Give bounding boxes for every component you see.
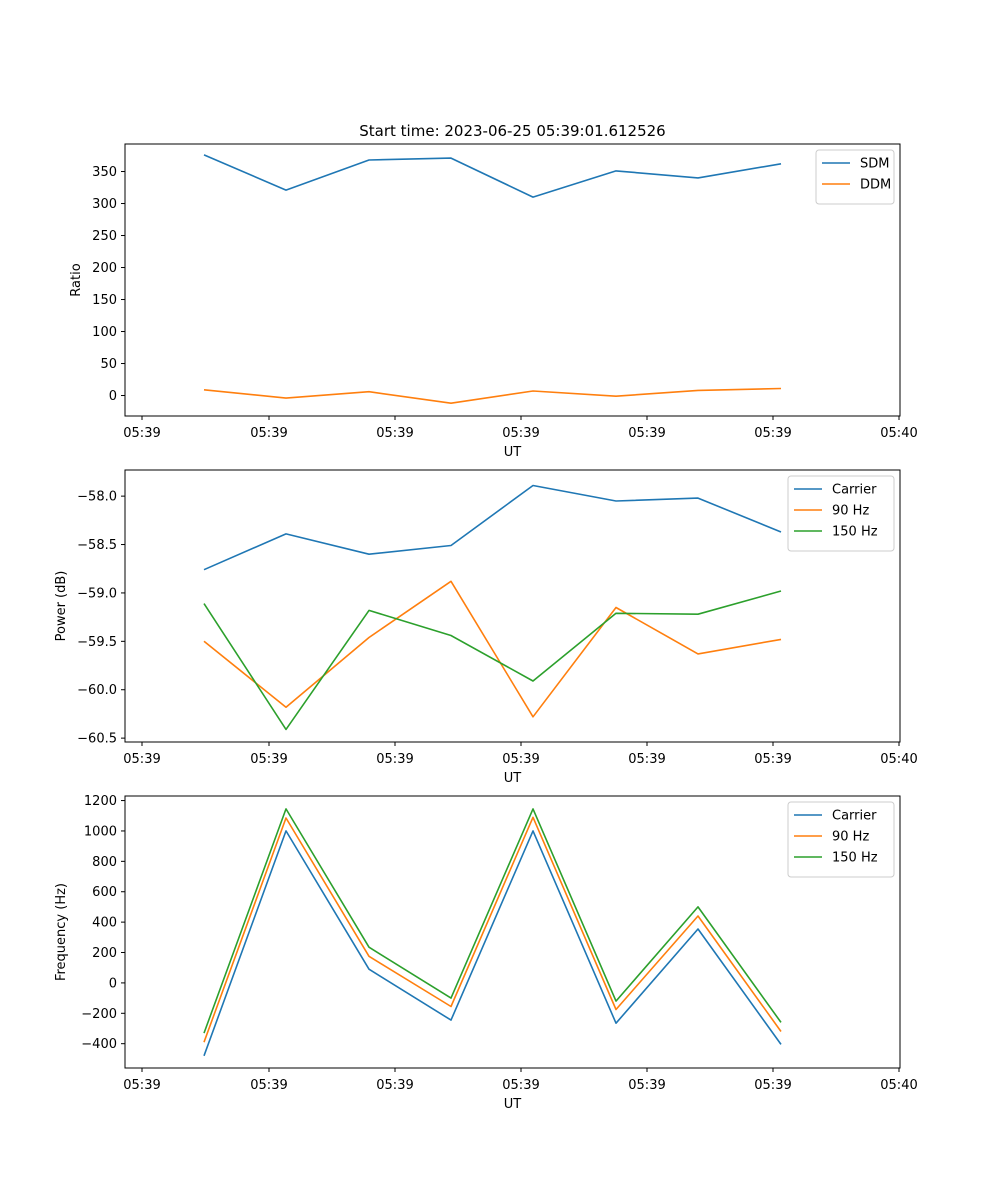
- legend: Carrier 90 Hz 150 Hz: [787, 475, 895, 552]
- y-tick-label: 1200: [84, 794, 117, 809]
- x-tick-label: 05:39: [376, 752, 413, 767]
- x-tick-label: 05:39: [250, 1078, 287, 1093]
- series-line-carrier: [203, 830, 782, 1057]
- y-tick-label: 600: [92, 885, 117, 900]
- y-tick-label: 100: [92, 325, 117, 340]
- y-tick-label: −60.5: [77, 732, 117, 747]
- y-tick-label: 50: [100, 357, 117, 372]
- legend: SDM DDM: [815, 149, 895, 205]
- series-line-ddm: [203, 387, 782, 405]
- x-tick-label: 05:39: [376, 426, 413, 441]
- y-tick-label: 150: [92, 293, 117, 308]
- legend: Carrier 90 Hz 150 Hz: [787, 801, 895, 878]
- x-tick-label: 05:39: [754, 1078, 791, 1093]
- y-tick-label: 200: [92, 946, 117, 961]
- axes-frame: [124, 795, 901, 1069]
- x-tick-label: 05:40: [880, 1078, 917, 1093]
- x-axis-label: UT: [504, 771, 522, 786]
- x-tick-label: 05:39: [754, 426, 791, 441]
- legend-box: [787, 475, 895, 552]
- y-tick-label: −59.5: [77, 635, 117, 650]
- series-line-sdm: [203, 154, 782, 198]
- x-tick-label: 05:39: [502, 752, 539, 767]
- x-axis-label: UT: [504, 445, 522, 460]
- x-tick-label: 05:39: [628, 752, 665, 767]
- y-tick-label: −200: [81, 1007, 117, 1022]
- legend-label: Carrier: [832, 809, 877, 824]
- series-line-90-hz: [203, 580, 782, 718]
- y-tick-label: 200: [92, 261, 117, 276]
- y-tick-label: −400: [81, 1037, 117, 1052]
- y-tick-label: −58.5: [77, 538, 117, 553]
- legend-label: 90 Hz: [832, 504, 869, 519]
- x-axis-label: UT: [504, 1097, 522, 1112]
- series-line-90-hz: [203, 816, 782, 1043]
- legend-label: 150 Hz: [832, 525, 878, 540]
- x-tick-label: 05:40: [880, 752, 917, 767]
- legend-box: [787, 801, 895, 878]
- figure-title: Start time: 2023-06-25 05:39:01.612526: [359, 122, 665, 140]
- chart-panel-3: −400 −200 0 200 400 600 800 1000 1200 05:39 05:39 0…: [54, 794, 918, 1112]
- legend-label: DDM: [860, 178, 891, 193]
- x-tick-label: 05:39: [250, 426, 287, 441]
- y-tick-label: 350: [92, 165, 117, 180]
- legend-label: Carrier: [832, 483, 877, 498]
- axes-frame: [124, 143, 901, 417]
- axes-frame: [124, 469, 901, 743]
- y-tick-label: 400: [92, 916, 117, 931]
- legend-label: 150 Hz: [832, 851, 878, 866]
- chart-panel-1: 0 50 100 150 200 250 300 350 05:39 05:39 05:39 05:3…: [69, 143, 918, 460]
- y-axis-label: Power (dB): [54, 571, 69, 642]
- legend-label: SDM: [860, 157, 889, 172]
- y-tick-label: 0: [109, 389, 117, 404]
- y-tick-label: 1000: [84, 824, 117, 839]
- y-tick-label: 800: [92, 855, 117, 870]
- y-tick-label: 300: [92, 197, 117, 212]
- series-line-150-hz: [203, 590, 782, 731]
- x-tick-label: 05:39: [628, 1078, 665, 1093]
- x-tick-label: 05:39: [754, 752, 791, 767]
- y-axis-label: Frequency (Hz): [54, 883, 69, 981]
- y-tick-label: 0: [109, 976, 117, 991]
- y-tick-label: 250: [92, 229, 117, 244]
- series-line-carrier: [203, 484, 782, 571]
- x-tick-label: 05:39: [123, 752, 160, 767]
- x-tick-label: 05:39: [502, 1078, 539, 1093]
- x-tick-label: 05:39: [502, 426, 539, 441]
- x-tick-label: 05:39: [123, 426, 160, 441]
- y-tick-label: −60.0: [77, 683, 117, 698]
- series-line-150-hz: [203, 808, 782, 1034]
- x-tick-label: 05:39: [250, 752, 287, 767]
- legend-label: 90 Hz: [832, 830, 869, 845]
- x-tick-label: 05:40: [880, 426, 917, 441]
- chart-panel-2: −60.5 −60.0 −59.5 −59.0 −58.5 −58.0 05:39 05:39…: [54, 469, 918, 786]
- x-tick-label: 05:39: [376, 1078, 413, 1093]
- y-tick-label: −59.0: [77, 586, 117, 601]
- x-tick-label: 05:39: [628, 426, 665, 441]
- x-tick-label: 05:39: [123, 1078, 160, 1093]
- y-tick-label: −58.0: [77, 490, 117, 505]
- y-axis-label: Ratio: [69, 263, 84, 296]
